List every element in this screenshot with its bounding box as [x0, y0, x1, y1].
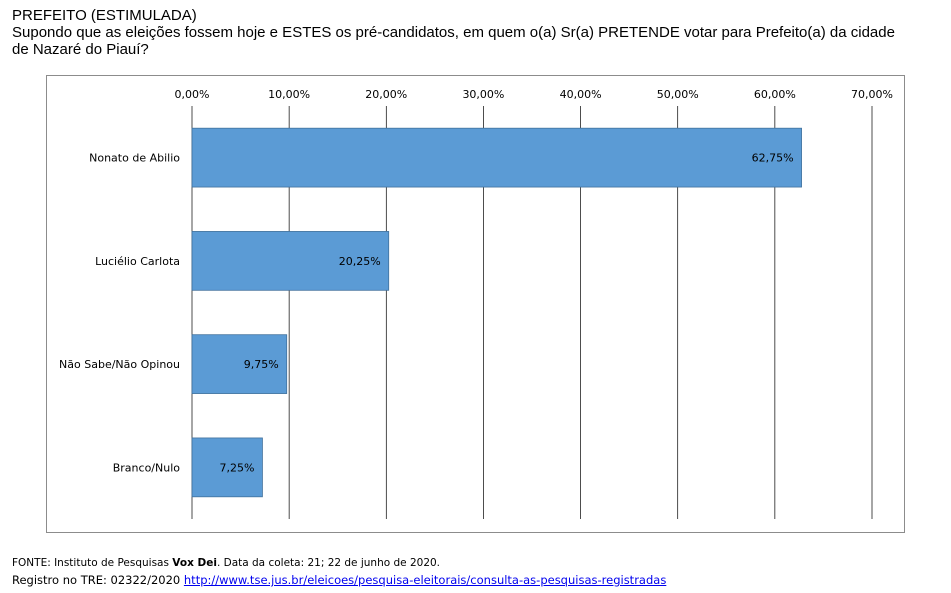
data-label: 62,75%	[752, 152, 794, 165]
chart-header: PREFEITO (ESTIMULADA) Supondo que as ele…	[12, 7, 912, 58]
footer: FONTE: Instituto de Pesquisas Vox Dei. D…	[12, 555, 666, 589]
source-prefix: FONTE: Instituto de Pesquisas	[12, 557, 173, 569]
x-tick-label: 0,00%	[175, 88, 210, 101]
category-label: Luciélio Carlota	[95, 255, 180, 268]
data-label: 20,25%	[339, 255, 381, 268]
category-label: Nonato de Abilio	[89, 152, 180, 165]
bar	[191, 334, 288, 394]
source-suffix: . Data da coleta: 21; 22 de junho de 202…	[216, 557, 441, 569]
bar	[191, 127, 802, 188]
source-line: FONTE: Instituto de Pesquisas Vox Dei. D…	[12, 555, 666, 572]
bar	[191, 437, 263, 498]
source-institute: Vox Dei	[172, 557, 217, 569]
bar	[191, 231, 390, 291]
registry-line: Registro no TRE: 02322/2020 http://www.t…	[12, 572, 666, 589]
x-tick-label: 10,00%	[268, 88, 310, 101]
x-tick-label: 60,00%	[754, 88, 796, 101]
x-tick-label: 20,00%	[365, 88, 407, 101]
registry-link[interactable]: http://www.tse.jus.br/eleicoes/pesquisa-…	[183, 573, 667, 587]
survey-question: Supondo que as eleições fossem hoje e ES…	[12, 24, 895, 58]
registry-prefix: Registro no TRE: 02322/2020	[12, 573, 184, 587]
data-label: 7,25%	[219, 461, 254, 474]
bar-chart: 0,00% 10,00% 20,00% 30,00% 40,00% 50,00% 60,00…	[59, 88, 893, 519]
chart-title: PREFEITO (ESTIMULADA)	[12, 7, 197, 24]
x-tick-label: 40,00%	[560, 88, 602, 101]
chart-frame: 0,00% 10,00% 20,00% 30,00% 40,00% 50,00% 60,00…	[46, 75, 905, 533]
x-tick-label: 70,00%	[851, 88, 893, 101]
x-tick-label: 30,00%	[462, 88, 504, 101]
x-tick-label: 50,00%	[657, 88, 699, 101]
category-label: Branco/Nulo	[113, 461, 181, 474]
data-label: 9,75%	[244, 358, 279, 371]
category-label: Não Sabe/Não Opinou	[59, 358, 180, 371]
